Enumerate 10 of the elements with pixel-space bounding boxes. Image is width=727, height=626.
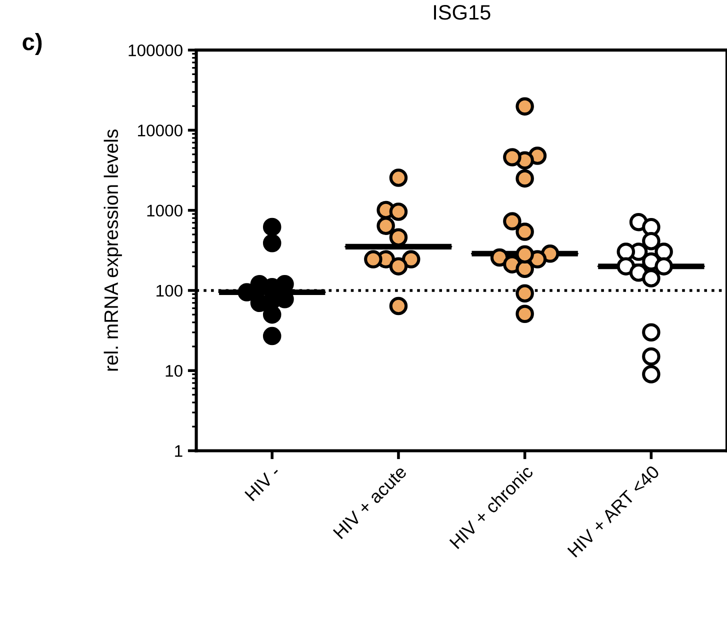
chart-title: ISG15 — [434, 4, 490, 20]
y-tick-label: 1 — [175, 445, 182, 457]
y-tick-label: 100000 — [128, 44, 182, 56]
y-tick-label: 100 — [156, 284, 182, 297]
x-tick-label: HIV - — [244, 464, 281, 502]
text: c) — [22, 32, 42, 55]
y-tick-label: 10 — [166, 364, 182, 377]
y-tick-label: 1000 — [147, 204, 182, 217]
y-axis-title: rel. mRNA expression levels — [104, 130, 122, 371]
y-tick-label: 10000 — [138, 124, 182, 136]
